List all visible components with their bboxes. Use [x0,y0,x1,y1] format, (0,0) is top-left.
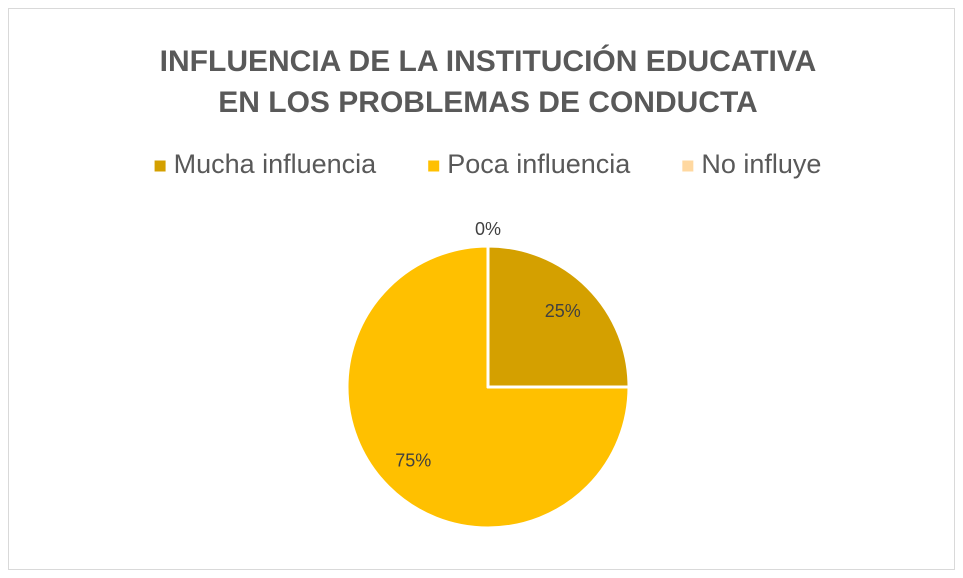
data-label: 75% [395,451,431,471]
legend-label: No influye [701,149,821,179]
legend-swatch [682,160,694,172]
chart-title: INFLUENCIA DE LA INSTITUCIÓN EDUCATIVA [160,44,817,78]
legend-label: Mucha influencia [174,149,378,179]
pie-slice [345,244,631,530]
legend-swatch [428,160,440,172]
data-label: 0% [475,219,501,239]
legend-label: Poca influencia [447,149,631,179]
pie-slice [486,244,631,389]
chart-title: EN LOS PROBLEMAS DE CONDUCTA [218,86,757,119]
legend-swatch [154,160,166,172]
data-label: 25% [545,301,581,321]
